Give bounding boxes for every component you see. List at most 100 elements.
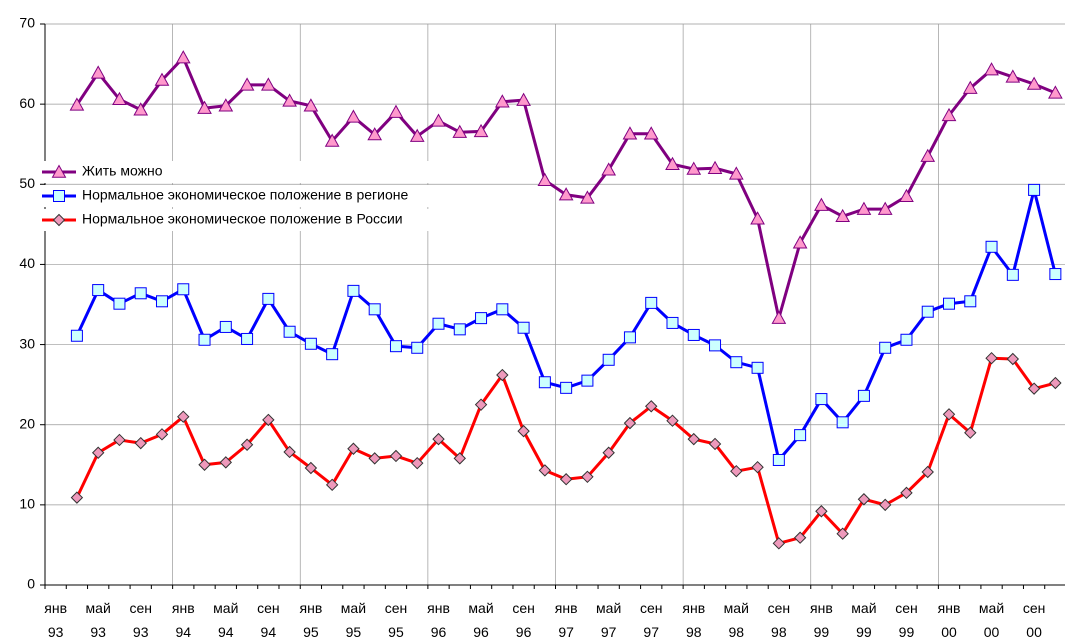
marker bbox=[51, 164, 67, 178]
legend-label: Нормальное экономическое положение в рег… bbox=[82, 187, 408, 203]
legend-bg bbox=[40, 185, 532, 207]
marker bbox=[475, 312, 488, 325]
marker bbox=[835, 208, 851, 223]
marker bbox=[921, 305, 934, 318]
marker bbox=[560, 381, 573, 394]
x-tick-label: сен 99 bbox=[895, 600, 918, 637]
series bbox=[70, 183, 1062, 466]
y-tick-label: 30 bbox=[19, 335, 35, 351]
marker bbox=[1048, 85, 1063, 99]
marker bbox=[1006, 268, 1019, 281]
x-tick-label: сен 94 bbox=[257, 600, 280, 637]
marker bbox=[304, 461, 318, 475]
marker bbox=[177, 283, 190, 296]
marker bbox=[283, 325, 296, 338]
marker bbox=[665, 156, 680, 170]
x-tick-label: май 99 bbox=[851, 600, 877, 637]
marker bbox=[878, 498, 892, 512]
marker bbox=[730, 356, 743, 369]
marker bbox=[112, 91, 127, 106]
marker bbox=[856, 201, 872, 215]
marker bbox=[792, 235, 808, 249]
marker bbox=[580, 190, 595, 204]
marker bbox=[751, 361, 764, 374]
x-tick-label: янв 00 bbox=[937, 600, 961, 637]
marker bbox=[643, 126, 659, 140]
marker bbox=[283, 445, 296, 459]
marker bbox=[453, 452, 466, 465]
marker bbox=[70, 491, 84, 504]
marker bbox=[964, 295, 977, 308]
marker bbox=[240, 438, 254, 451]
x-tick-label: янв 98 bbox=[682, 600, 706, 637]
legend-bg bbox=[40, 209, 532, 231]
marker bbox=[134, 436, 147, 450]
legend-label: Жить можно bbox=[82, 163, 163, 179]
marker bbox=[962, 80, 978, 94]
marker bbox=[70, 329, 83, 342]
marker bbox=[730, 464, 743, 478]
marker bbox=[198, 333, 211, 346]
marker bbox=[219, 456, 233, 469]
marker bbox=[750, 211, 765, 225]
marker bbox=[879, 341, 892, 354]
marker bbox=[239, 77, 255, 91]
marker bbox=[347, 442, 360, 455]
marker bbox=[262, 413, 275, 427]
marker bbox=[964, 426, 977, 439]
marker bbox=[1049, 268, 1062, 281]
marker bbox=[666, 316, 679, 329]
marker bbox=[1005, 69, 1021, 83]
marker bbox=[623, 331, 636, 344]
marker bbox=[1027, 382, 1041, 395]
marker bbox=[496, 368, 509, 382]
x-tick-label: янв 99 bbox=[810, 600, 833, 637]
marker bbox=[900, 486, 913, 500]
marker bbox=[1049, 376, 1062, 390]
x-tick-label: май 98 bbox=[723, 600, 749, 637]
marker bbox=[473, 123, 489, 138]
marker bbox=[1028, 183, 1041, 196]
marker bbox=[324, 133, 340, 147]
marker bbox=[538, 376, 551, 389]
marker bbox=[133, 102, 149, 116]
x-tick-label: сен 95 bbox=[384, 600, 408, 637]
marker bbox=[623, 416, 637, 430]
marker bbox=[389, 449, 403, 463]
x-tick-label: янв 97 bbox=[554, 600, 578, 637]
marker bbox=[90, 65, 106, 79]
y-tick-label: 60 bbox=[19, 95, 35, 111]
x-tick-label: сен 97 bbox=[639, 600, 663, 637]
marker bbox=[558, 187, 574, 201]
marker bbox=[920, 148, 936, 162]
marker bbox=[942, 408, 956, 421]
series bbox=[70, 351, 1062, 550]
marker bbox=[218, 98, 234, 112]
marker bbox=[943, 297, 956, 310]
marker bbox=[900, 333, 913, 346]
marker bbox=[262, 292, 275, 305]
marker bbox=[709, 339, 722, 352]
marker bbox=[877, 201, 893, 215]
x-tick-label: янв 94 bbox=[171, 600, 195, 637]
marker bbox=[687, 432, 700, 446]
marker bbox=[857, 389, 870, 402]
marker bbox=[1006, 352, 1020, 366]
marker bbox=[91, 446, 105, 459]
marker bbox=[707, 160, 723, 174]
marker bbox=[177, 410, 190, 423]
x-tick-label: май 97 bbox=[596, 600, 622, 637]
marker bbox=[771, 310, 787, 324]
marker bbox=[197, 100, 212, 114]
marker bbox=[815, 393, 828, 406]
marker bbox=[52, 213, 66, 227]
marker bbox=[219, 320, 232, 333]
x-tick-label: май 93 bbox=[85, 600, 111, 637]
y-tick-label: 10 bbox=[19, 496, 35, 512]
marker bbox=[793, 531, 807, 544]
marker bbox=[794, 429, 807, 442]
marker bbox=[517, 424, 530, 438]
marker bbox=[389, 340, 402, 353]
marker bbox=[686, 161, 702, 175]
marker bbox=[687, 328, 700, 341]
